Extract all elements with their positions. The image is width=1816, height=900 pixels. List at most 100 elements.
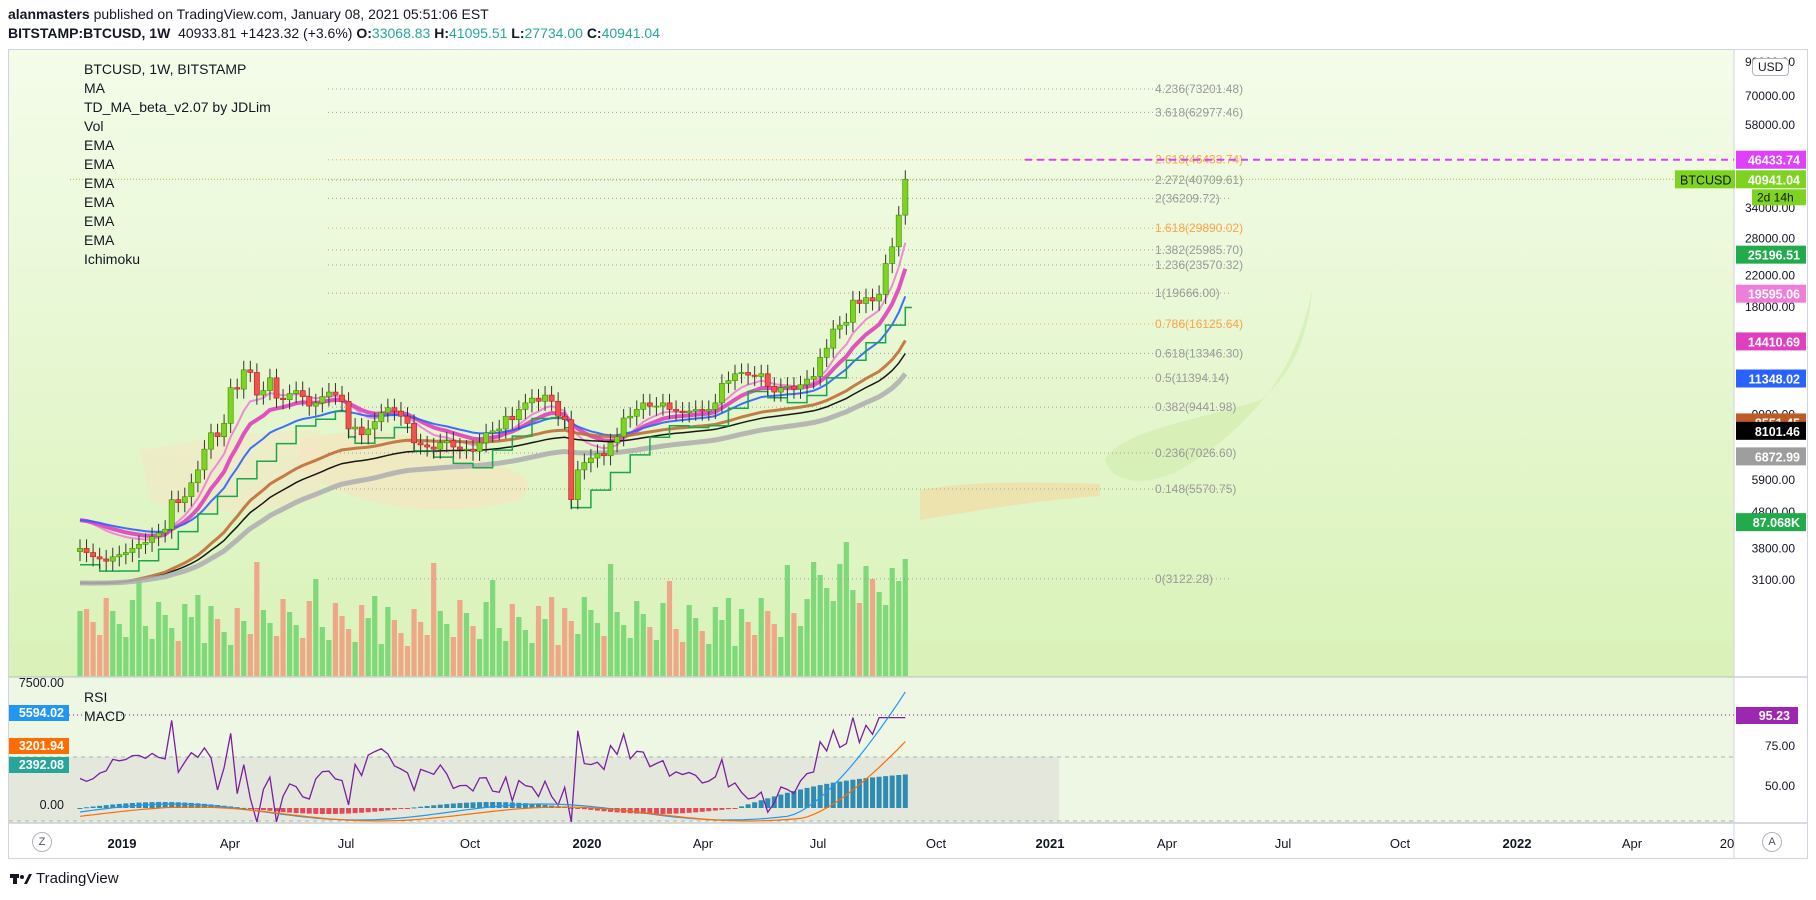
macd-bar [267, 808, 273, 811]
candle [90, 543, 96, 567]
legend-symbol[interactable]: BTCUSD, 1W, BITSTAMP [84, 61, 247, 77]
candle [221, 414, 227, 447]
candle-body [234, 387, 241, 390]
macd-bar [811, 786, 817, 808]
auto-scale-button[interactable]: A [1762, 832, 1782, 852]
candle-body [764, 373, 771, 387]
candle [214, 423, 221, 447]
price-tag-symbol [1675, 170, 1735, 189]
candle [483, 423, 489, 453]
y-tick-label: 22000.00 [1745, 269, 1795, 283]
legend-ema-5[interactable]: EMA [84, 213, 115, 229]
candle-body [83, 548, 90, 553]
volume-bar [634, 601, 640, 676]
volume-bar [673, 629, 679, 676]
candle-body [103, 558, 110, 562]
candle-body [299, 390, 306, 397]
candle-body [804, 378, 810, 386]
volume-bar [241, 621, 247, 676]
macd-signal-line [79, 741, 906, 822]
volume-bar [77, 611, 83, 676]
volume-bar [837, 564, 843, 676]
legend-ema-2[interactable]: EMA [84, 156, 115, 172]
currency-selector[interactable]: USD [1752, 58, 1790, 76]
candle [260, 381, 267, 405]
candle [463, 440, 470, 459]
candle [738, 363, 745, 384]
candle [673, 400, 679, 421]
volume-bar [653, 640, 659, 676]
volume-bar [758, 598, 764, 676]
legend-ema-1[interactable]: EMA [84, 137, 115, 153]
candle [398, 402, 404, 426]
price-change: +1423.32 (+3.6%) [240, 25, 353, 41]
volume-bar [588, 610, 594, 676]
volume-bar [90, 622, 96, 676]
legend-ma[interactable]: MA [84, 80, 105, 96]
candle-body [306, 396, 313, 407]
candle-body [273, 377, 280, 399]
footer-brand[interactable]: TradingView [10, 870, 119, 887]
legend-ema-4[interactable]: EMA [84, 194, 115, 210]
macd-bar [798, 789, 803, 808]
candle [450, 431, 457, 457]
candle [745, 363, 751, 385]
candle [371, 412, 378, 439]
low-value: 27734.00 [524, 25, 583, 41]
macd-bar [123, 803, 129, 808]
volume-bar [562, 608, 568, 676]
candle [574, 460, 581, 510]
macd-bar [201, 803, 207, 808]
price-tag [1736, 170, 1806, 189]
legend-vol[interactable]: Vol [84, 118, 104, 134]
legend-ema-6[interactable]: EMA [84, 232, 115, 248]
volume-bar [201, 643, 208, 676]
legend-ichimoku[interactable]: Ichimoku [84, 251, 141, 267]
legend-ema-3[interactable]: EMA [84, 175, 115, 191]
macd-bar [725, 808, 731, 810]
macd-bar [706, 808, 712, 812]
legend-macd[interactable]: MACD [84, 708, 126, 724]
volume-bar [811, 562, 817, 676]
candle-body [548, 394, 555, 402]
legend-td-ma[interactable]: TD_MA_beta_v2.07 by JDLim [84, 99, 271, 115]
volume-bar [254, 562, 260, 676]
rsi-value-tag [1736, 707, 1798, 724]
macd-bar [457, 803, 463, 808]
volume-bar [804, 599, 810, 676]
volume-bar [444, 624, 450, 676]
candle [607, 433, 614, 466]
macd-bar [418, 806, 424, 808]
macd-bar [339, 808, 345, 814]
macd-bar [300, 808, 306, 814]
candle-body [614, 436, 620, 444]
volume-bar [529, 643, 535, 676]
fib-label-1: 3.618(62977.46) [1155, 105, 1243, 119]
candle-body [214, 432, 221, 438]
td-support-line [80, 306, 912, 572]
candle-body [797, 384, 804, 390]
zoom-button[interactable]: Z [32, 832, 52, 852]
macd-bar [84, 807, 90, 809]
volume-bar [293, 625, 299, 676]
volume-bar [863, 566, 869, 676]
legend-rsi[interactable]: RSI [84, 689, 108, 705]
candle [109, 547, 116, 571]
candle [188, 473, 195, 507]
candle [417, 433, 424, 455]
macd-bar [817, 785, 823, 808]
candle-body [352, 426, 358, 430]
volume-bar [175, 641, 181, 676]
macd-bar [594, 808, 600, 811]
candle-body [607, 442, 614, 457]
macd-bar [156, 802, 162, 808]
candle [391, 398, 398, 421]
candle [895, 206, 902, 257]
volume-bar [214, 619, 221, 676]
volume-bar [326, 640, 332, 676]
y-tick-label: 70000.00 [1745, 89, 1795, 103]
macd-bar [483, 802, 489, 808]
fib-label-10: 0.618(13346.30) [1155, 346, 1243, 360]
candle [358, 418, 365, 445]
